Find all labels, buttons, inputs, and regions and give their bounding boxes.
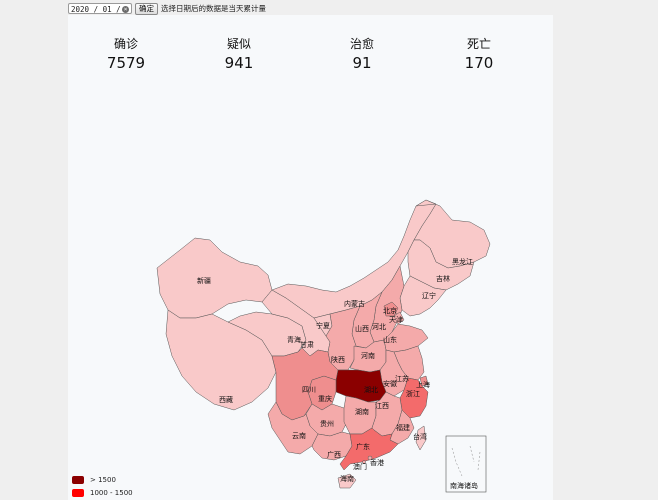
nanhai-inset — [445, 435, 487, 493]
label-guizhou: 贵州 — [320, 419, 334, 428]
label-tianjin: 天津 — [389, 316, 403, 324]
province-hongkong[interactable] — [367, 455, 373, 461]
legend-swatch — [72, 488, 84, 497]
label-hongkong: 香港 — [370, 458, 384, 467]
clear-icon[interactable]: × — [122, 6, 129, 13]
province-xinjiang[interactable] — [156, 237, 273, 319]
stat-dead-value: 170 — [464, 54, 494, 72]
label-qinghai: 青海 — [287, 335, 301, 344]
label-hubei: 湖北 — [364, 385, 378, 394]
label-jilin: 吉林 — [436, 274, 450, 283]
province-taiwan[interactable] — [415, 425, 427, 451]
stat-confirmed-label: 确诊 — [113, 37, 138, 51]
label-anhui: 安徽 — [383, 379, 397, 388]
label-shaanxi: 陕西 — [331, 355, 345, 364]
map-legend: > 1500 1000 - 1500 — [72, 473, 133, 499]
province-hainan[interactable] — [337, 473, 357, 489]
province-hubei[interactable] — [335, 369, 387, 403]
date-input[interactable]: 2020 / 01 / 30 × — [68, 3, 132, 25]
legend-label: > 1500 — [90, 475, 116, 484]
stat-cured-value: 91 — [352, 54, 372, 72]
province-anhui[interactable] — [379, 349, 409, 397]
label-yunnan: 云南 — [292, 431, 306, 440]
label-guangdong: 广东 — [356, 442, 370, 451]
stat-cured-label: 治愈 — [349, 37, 374, 51]
confirm-button[interactable]: 确定 — [135, 2, 158, 15]
label-beijing: 北京 — [383, 306, 397, 315]
stat-confirmed-value: 7579 — [106, 54, 146, 72]
date-hint: 选择日期后的数据是当天累计量 — [161, 4, 266, 13]
label-zhejiang: 浙江 — [406, 389, 420, 398]
date-toolbar: 2020 / 01 / 30 × 确定 选择日期后的数据是当天累计量 — [68, 2, 266, 25]
label-guangxi: 广西 — [327, 450, 341, 459]
label-jiangxi: 江西 — [375, 402, 389, 410]
label-shandong: 山东 — [383, 335, 397, 344]
label-xinjiang: 新疆 — [197, 276, 211, 285]
label-jiangsu: 江苏 — [395, 374, 409, 383]
legend-item[interactable]: 1000 - 1500 — [72, 486, 133, 499]
label-heilongjiang: 黑龙江 — [452, 257, 473, 266]
legend-item[interactable]: > 1500 — [72, 473, 133, 486]
label-ningxia: 宁夏 — [316, 321, 330, 330]
label-taiwan: 台湾 — [413, 432, 427, 441]
label-neimenggu: 内蒙古 — [344, 299, 365, 308]
label-hebei: 河北 — [372, 323, 386, 331]
stat-confirmed: 确诊 7579 — [76, 37, 176, 72]
label-shanghai: 上海 — [416, 380, 430, 389]
province-shanghai[interactable] — [419, 375, 429, 387]
stat-suspected-value: 941 — [224, 54, 254, 72]
province-xizang[interactable] — [165, 309, 277, 411]
stat-suspected: 疑似 941 — [189, 37, 289, 72]
province-guangdong[interactable] — [339, 427, 399, 471]
label-hainan: 海南 — [340, 474, 354, 483]
label-sichuan: 四川 — [302, 386, 316, 394]
province-macau[interactable] — [362, 460, 366, 464]
label-chongqing: 重庆 — [318, 394, 332, 403]
nanhai-islands — [451, 445, 481, 477]
legend-label: 1000 - 1500 — [90, 488, 133, 497]
stat-dead: 死亡 170 — [429, 37, 529, 72]
label-henan: 河南 — [361, 351, 375, 360]
stat-suspected-label: 疑似 — [226, 37, 251, 51]
label-nanhai: 南海诸岛 — [450, 481, 478, 490]
label-liaoning: 辽宁 — [422, 291, 436, 300]
legend-swatch — [72, 475, 84, 484]
label-fujian: 福建 — [396, 423, 410, 432]
province-beijing[interactable] — [383, 301, 399, 317]
stat-dead-label: 死亡 — [466, 37, 491, 51]
label-shanxi: 山西 — [355, 324, 369, 333]
province-jilin[interactable] — [407, 239, 475, 291]
label-xizang: 西藏 — [219, 395, 233, 404]
label-macau: 澳门 — [353, 462, 367, 471]
label-gansu: 甘肃 — [300, 340, 314, 349]
stat-cured: 治愈 91 — [312, 37, 412, 72]
province-tianjin[interactable] — [393, 311, 405, 325]
epidemic-panel: 确诊 7579 疑似 941 治愈 91 死亡 170 — [68, 15, 553, 500]
china-map: 新疆 西藏 青海 甘肃 内蒙古 黑龙江 吉林 辽宁 北京 天津 河北 山西 宁夏… — [156, 199, 491, 493]
label-hunan: 湖南 — [355, 407, 369, 416]
